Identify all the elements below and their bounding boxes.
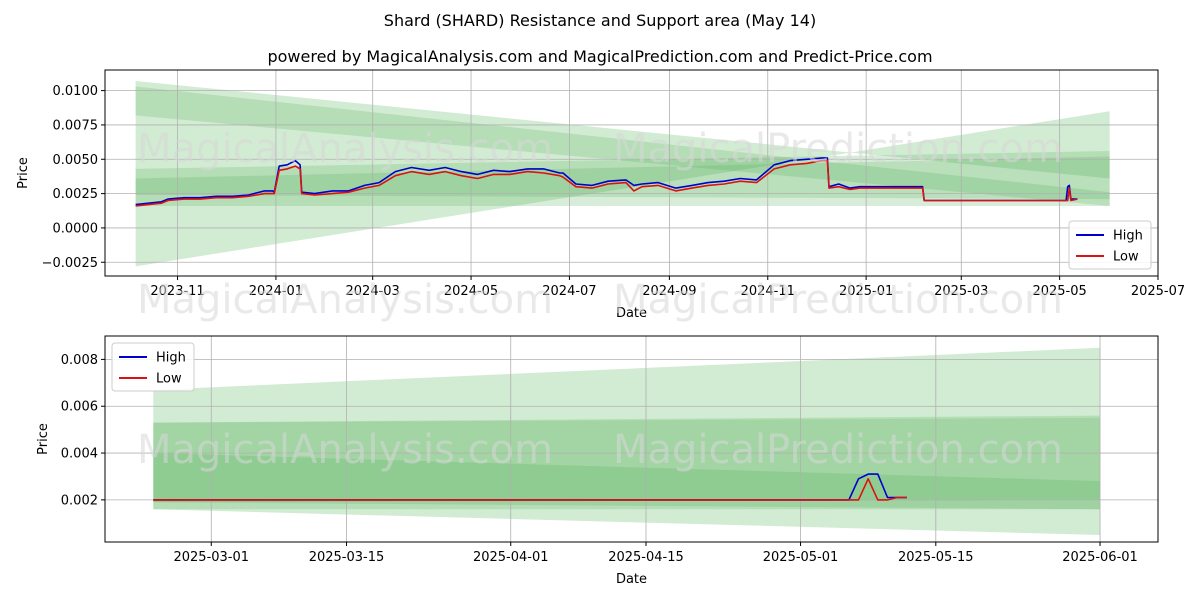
top-x-tick-label: 2025-05 [1032,284,1086,299]
top-x-tick-label: 2023-11 [150,284,204,299]
bottom-x-tick-label: 2025-03-01 [173,550,249,565]
watermark-analysis-top: MagicalAnalysis.com [137,126,553,172]
bottom-x-axis-label: Date [616,572,647,587]
top-y-tick-label: 0.0050 [53,153,99,168]
top-grid [105,70,1159,276]
bottom-x-tick-label: 2025-03-15 [309,550,385,565]
bottom-support-resistance-band-2 [153,415,1101,510]
bottom-y-tick-label: 0.008 [61,353,98,368]
top-series [135,157,1078,207]
top-series-line-low [135,159,1078,207]
bottom-series-line-low [153,477,907,501]
bottom-y-tick-label: 0.006 [61,400,98,415]
bottom-chart-panel: 2025-03-01 2025-03-15 2025-04-01 2025-04-15… [36,335,1159,587]
top-x-tick-label: 2024-03 [346,284,400,299]
top-x-axis-label: Date [616,306,647,321]
top-x-tick-label: 2025-07 [1131,284,1185,299]
watermark-prediction-bottom: MagicalPrediction.com [613,427,1063,473]
top-x-tick-label: 2024-09 [642,284,696,299]
top-y-axis-label: Price [16,157,31,189]
top-y-tick-label: 0.0075 [53,118,99,133]
bottom-x-tick-label: 2025-05-15 [898,550,974,565]
top-x-tick-label: 2024-01 [249,284,303,299]
bottom-x-tick-label: 2025-05-01 [763,550,839,565]
top-bands [135,80,1110,267]
top-y-tick-label: 0.0000 [53,221,99,236]
watermark-prediction-top: MagicalPrediction.com [613,126,1063,172]
watermark-prediction-mid: MagicalPrediction.com [613,277,1063,323]
bottom-legend: High Low [111,342,195,392]
bottom-plot-frame [104,335,1159,543]
chart-subtitle: powered by MagicalAnalysis.com and Magic… [267,47,932,66]
top-legend: High Low [1068,220,1152,270]
bottom-series [153,473,907,501]
top-y-tick-label: 0.0025 [53,187,99,202]
bottom-support-resistance-band-3 [153,453,1101,510]
bottom-y-tick-label: 0.004 [61,447,98,462]
bottom-y-tick-label: 0.002 [61,493,98,508]
top-legend-label-low: Low [1113,250,1139,265]
bottom-y-axis-label: Price [36,423,51,455]
top-chart-panel: 2023-11 2024-01 2024-03 2024-05 2024-07 2024-… [16,69,1185,321]
top-plot-frame [104,69,1159,277]
bottom-legend-label-low: Low [156,372,182,387]
top-y-tick-label: −0.0025 [42,256,98,271]
chart-title: Shard (SHARD) Resistance and Support are… [384,11,816,30]
top-x-tick-label: 2025-03 [934,284,988,299]
bottom-x-tick-label: 2025-04-01 [473,550,549,565]
top-legend-label-high: High [1113,229,1143,244]
top-x-tick-label: 2024-11 [741,284,795,299]
watermark-analysis-mid: MagicalAnalysis.com [137,277,553,323]
top-x-tick-label: 2024-07 [542,284,596,299]
bottom-legend-label-high: High [156,351,186,366]
top-x-tick-label: 2024-05 [444,284,498,299]
bottom-x-tick-label: 2025-04-15 [608,550,684,565]
top-y-tick-label: 0.0100 [53,84,99,99]
top-x-tick-label: 2025-01 [839,284,893,299]
watermark-analysis-bottom: MagicalAnalysis.com [137,427,553,473]
bottom-x-tick-label: 2025-06-01 [1062,550,1138,565]
top-support-resistance-band-1 [135,80,1110,267]
bottom-support-resistance-band-4 [153,417,1101,503]
